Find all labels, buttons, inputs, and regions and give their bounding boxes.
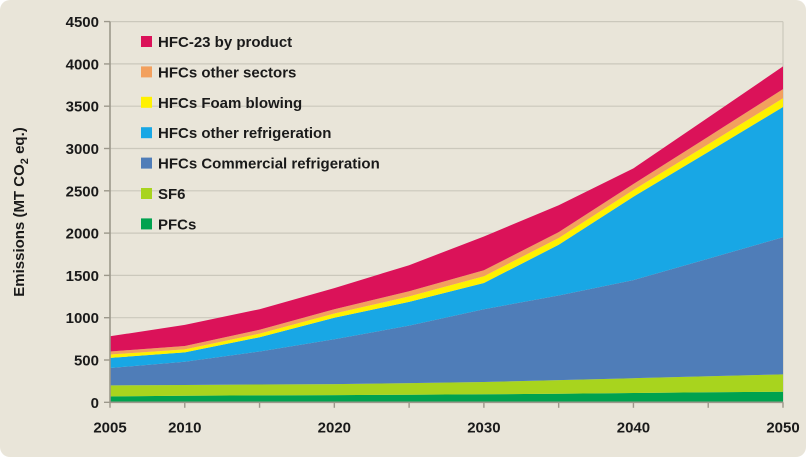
y-tick-label-2000: 2000 <box>66 226 99 243</box>
legend-swatch-hfcs-other-refrigeration <box>141 127 152 139</box>
y-axis-labels: 0 500 1000 1500 2000 2500 3000 3500 4000 4500 <box>66 14 99 412</box>
legend-label-hfcs-foam-blowing: HFCs Foam blowing <box>158 95 302 112</box>
area-sf6 <box>110 374 783 397</box>
stacked-areas <box>110 66 783 403</box>
legend-item-hfc-23-by-product: HFC-23 by product <box>141 34 292 51</box>
y-tick-label-3500: 3500 <box>66 99 99 116</box>
area-hfcs-commercial-refrigeration <box>110 237 783 386</box>
legend-swatch-hfc-23-by-product <box>141 36 152 47</box>
axes <box>104 20 784 408</box>
legend-swatch-sf6 <box>141 188 152 199</box>
y-tick-label-500: 500 <box>74 353 99 370</box>
legend-label-hfcs-commercial-refrigeration: HFCs Commercial refrigeration <box>158 156 380 173</box>
legend-item-hfcs-commercial-refrigeration: HFCs Commercial refrigeration <box>141 156 380 173</box>
legend-swatch-hfcs-foam-blowing <box>141 96 152 108</box>
y-tick-label-2500: 2500 <box>66 183 99 200</box>
x-tick-label-2020: 2020 <box>318 419 351 436</box>
x-tick-label-2040: 2040 <box>617 419 650 436</box>
legend-label-hfc-23-by-product: HFC-23 by product <box>158 34 292 51</box>
legend-label-hfcs-other-refrigeration: HFCs other refrigeration <box>158 125 331 142</box>
area-hfcs-other-refrigeration <box>110 107 783 368</box>
legend-item-hfcs-other-refrigeration: HFCs other refrigeration <box>141 125 331 142</box>
legend-label-sf6: SF6 <box>158 186 186 203</box>
legend-item-pfcs: PFCs <box>141 216 196 233</box>
y-tick-label-3000: 3000 <box>66 141 99 158</box>
y-tick-label-0: 0 <box>91 395 99 412</box>
legend-swatch-pfcs <box>141 218 152 230</box>
legend-label-pfcs: PFCs <box>158 216 196 233</box>
legend: HFC-23 by product HFCs other sectors HFCs … <box>141 34 380 233</box>
x-tick-label-2030: 2030 <box>467 419 500 436</box>
x-tick-label-2005: 2005 <box>93 419 126 436</box>
x-tick-label-2010: 2010 <box>168 419 201 436</box>
x-axis-labels: 2005 2010 2020 2030 2040 2050 <box>93 419 799 436</box>
y-tick-label-1500: 1500 <box>66 268 99 285</box>
area-pfcs <box>110 391 783 403</box>
legend-swatch-hfcs-commercial-refrigeration <box>141 157 152 169</box>
legend-item-hfcs-other-sectors: HFCs other sectors <box>141 64 296 81</box>
y-axis-title-suffix: eq.) <box>11 127 28 158</box>
legend-item-sf6: SF6 <box>141 186 186 203</box>
legend-label-hfcs-other-sectors: HFCs other sectors <box>158 64 296 81</box>
y-axis-title-text: Emissions (MT CO <box>11 164 28 297</box>
y-tick-label-4000: 4000 <box>66 56 99 73</box>
legend-item-hfcs-foam-blowing: HFCs Foam blowing <box>141 95 302 112</box>
y-tick-label-4500: 4500 <box>66 14 99 31</box>
y-axis-title-subscript: 2 <box>19 158 31 164</box>
x-tick-label-2050: 2050 <box>766 419 799 436</box>
legend-swatch-hfcs-other-sectors <box>141 66 152 78</box>
y-axis-title: Emissions (MT CO2 eq.) <box>11 127 31 297</box>
y-tick-label-1000: 1000 <box>66 310 99 327</box>
